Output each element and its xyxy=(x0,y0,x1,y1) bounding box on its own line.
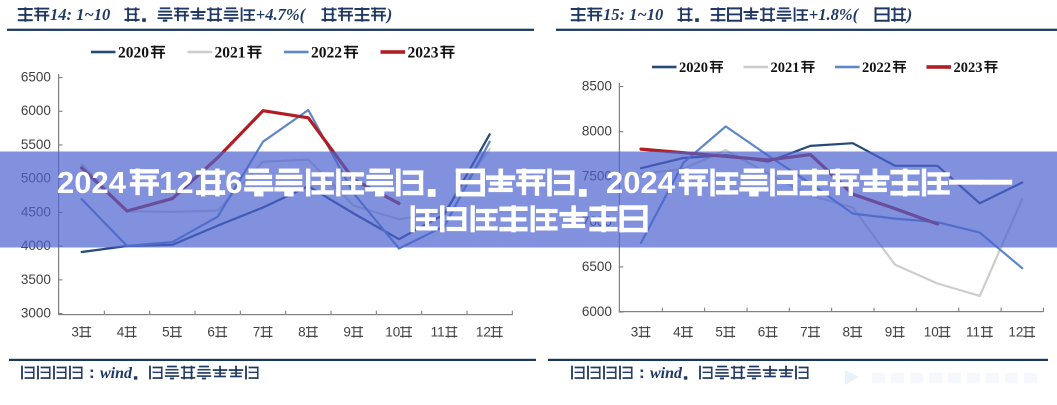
svg-text:+4.7%(: +4.7%( xyxy=(256,5,307,24)
svg-text:6: 6 xyxy=(225,165,242,200)
svg-text:6500: 6500 xyxy=(582,259,612,274)
svg-text:3: 3 xyxy=(71,325,79,340)
svg-text:+1.8%(: +1.8%( xyxy=(809,5,860,24)
svg-text:6000: 6000 xyxy=(21,103,51,118)
svg-text:6: 6 xyxy=(207,325,215,340)
svg-text:9: 9 xyxy=(343,325,351,340)
svg-text:8500: 8500 xyxy=(582,79,612,94)
svg-text:3000: 3000 xyxy=(21,306,51,321)
svg-text:2023: 2023 xyxy=(954,60,983,76)
svg-text:2021: 2021 xyxy=(771,60,800,76)
svg-text:8000: 8000 xyxy=(582,124,612,139)
svg-text:3500: 3500 xyxy=(21,272,51,287)
svg-text:10: 10 xyxy=(924,325,939,340)
svg-text:): ) xyxy=(385,5,393,24)
svg-text:12: 12 xyxy=(1008,325,1023,340)
svg-text:wind: wind xyxy=(100,365,133,382)
svg-text:3: 3 xyxy=(631,325,639,340)
svg-text:5500: 5500 xyxy=(21,137,51,152)
svg-text:2024: 2024 xyxy=(606,165,676,200)
svg-text:2022: 2022 xyxy=(311,45,342,62)
svg-text:11: 11 xyxy=(431,325,445,340)
svg-text:7: 7 xyxy=(253,325,261,340)
svg-text:2021: 2021 xyxy=(215,45,246,62)
svg-text:2024: 2024 xyxy=(57,165,127,200)
svg-text:10: 10 xyxy=(385,325,400,340)
svg-text:2023: 2023 xyxy=(408,45,439,62)
svg-text:2020: 2020 xyxy=(118,45,149,62)
svg-text:): ) xyxy=(905,5,913,24)
svg-text:11: 11 xyxy=(966,325,980,340)
svg-text:15: 1~10: 15: 1~10 xyxy=(603,5,663,24)
svg-text:6000: 6000 xyxy=(582,304,612,319)
svg-text:12: 12 xyxy=(159,165,193,200)
svg-text:2020: 2020 xyxy=(679,60,708,76)
svg-text:wind: wind xyxy=(650,365,683,382)
svg-text:2022: 2022 xyxy=(862,60,891,76)
svg-text:4: 4 xyxy=(117,325,125,340)
svg-text:12: 12 xyxy=(476,325,491,340)
svg-text:4: 4 xyxy=(673,325,681,340)
svg-text:9: 9 xyxy=(885,325,893,340)
svg-text:6: 6 xyxy=(758,325,766,340)
svg-text:8: 8 xyxy=(843,325,851,340)
svg-text:8: 8 xyxy=(298,325,306,340)
svg-text:7: 7 xyxy=(800,325,808,340)
svg-text:6500: 6500 xyxy=(21,70,51,85)
svg-text:5: 5 xyxy=(162,325,170,340)
svg-text:14: 1~10: 14: 1~10 xyxy=(50,5,110,24)
svg-text:5: 5 xyxy=(715,325,723,340)
